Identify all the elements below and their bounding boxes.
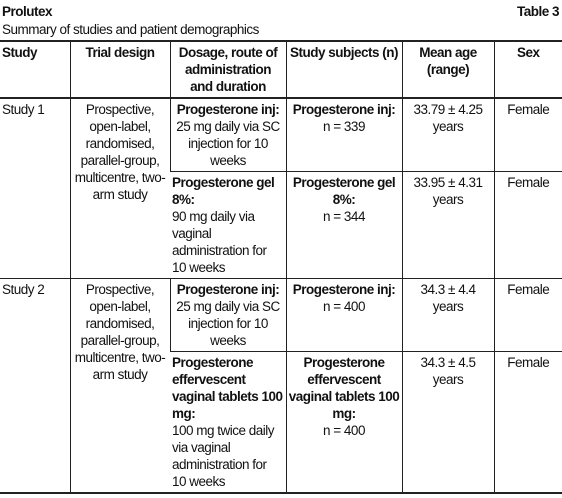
dosage-label: Progesterone inj: [176,102,280,117]
column-header: Study [2,45,38,60]
table-number: Table 3 [516,3,560,19]
sex-cell: Female [493,171,562,279]
subjects-text: n = 400 [323,299,365,314]
design-cell: Prospective, open-label, randomised, par… [69,98,170,279]
column-header: Study subjects (n) [285,41,402,98]
row: Study 2 Prospective, open-label, randomis… [0,278,562,493]
study-cell: Study 1 [2,102,45,117]
age-cell: 34.3 ± 4.5 years [401,351,494,493]
sex-cell: Female [493,278,562,352]
title: Prolutex [2,3,53,19]
subjects-text: n = 339 [323,119,365,134]
age-cell: 33.95 ± 4.31 years [401,171,494,279]
design-cell: Prospective, open-label, randomised, par… [69,278,170,493]
table-body: Study 1 Prospective, open-label, randomis… [0,98,562,493]
dosage-cell: Progesterone inj: 25 mg daily via SC inje… [169,98,286,172]
dosage-text: 25 mg daily via SC injection for 10 week… [176,119,280,168]
header-row: Study Trial design Dosage, route of admini… [0,41,562,98]
subjects-label: Progesterone inj: [292,102,396,117]
column-header: Sex [493,41,562,98]
subjects-cell: Progesterone inj: n = 400 [285,278,402,352]
row: Progesterone effervescent vaginal tablet… [0,351,562,494]
subjects-text: n = 400 [323,423,365,438]
column-header: Mean age (range) [401,41,494,98]
sex-cell: Female [493,351,562,493]
row: Progesterone gel 8%: 90 mg daily via vagi… [0,171,562,279]
subjects-label: Progesterone effervescent vaginal tablet… [288,355,400,421]
sex-cell: Female [493,98,562,172]
subjects-cell: Progesterone inj: n = 339 [285,98,402,172]
dosage-label: Progesterone gel 8%: [172,175,275,207]
study-cell: Study 2 [2,282,45,297]
subjects-cell: Progesterone effervescent vaginal tablet… [285,351,402,493]
dosage-cell: Progesterone inj: 25 mg daily via SC inje… [169,278,286,352]
dosage-cell: Progesterone gel 8%: 90 mg daily via vagi… [170,172,286,279]
dosage-text: 100 mg twice daily via vaginal administr… [172,423,275,489]
subjects-label: Progesterone gel 8%: [292,175,396,207]
dosage-label: Progesterone effervescent vaginal tablet… [172,355,283,421]
row: Study 1 Prospective, open-label, randomis… [0,98,562,279]
header: Prolutex Table 3 [0,0,562,20]
age-cell: 33.79 ± 4.25 years [401,98,494,172]
subjects-text: n = 344 [323,209,365,224]
column-header: Trial design [69,41,170,98]
subjects-cell: Progesterone gel 8%: n = 344 [285,171,402,279]
age-cell: 34.3 ± 4.4 years [401,278,494,352]
column-header: Dosage, route of administration and dura… [169,41,286,98]
table: Study Trial design Dosage, route of admini… [0,40,562,494]
subtitle: Summary of studies and patient demograph… [2,22,259,37]
dosage-text: 25 mg daily via SC injection for 10 week… [176,299,280,348]
dosage-cell: Progesterone effervescent vaginal tablet… [170,352,286,494]
dosage-text: 90 mg daily via vaginal administration f… [172,209,267,275]
subjects-label: Progesterone inj: [292,282,396,297]
dosage-label: Progesterone inj: [176,282,280,297]
